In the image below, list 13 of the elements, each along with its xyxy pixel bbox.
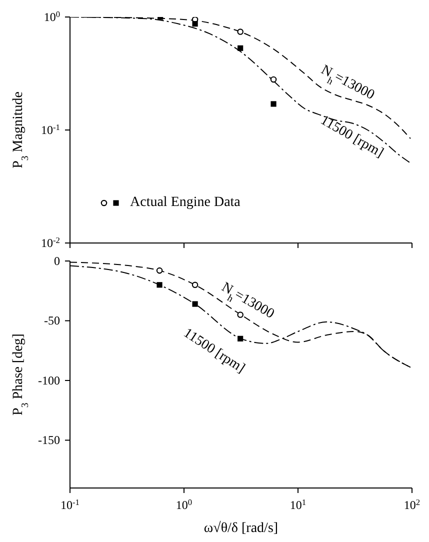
y-tick-label: 10$^{-2}$ xyxy=(41,236,60,250)
legend-label: Actual Engine Data xyxy=(130,195,240,211)
y-tick-label: -150 xyxy=(38,433,60,448)
x-axis-title: ω√θ/δ [rad/s] xyxy=(204,520,278,536)
x-tick-label: 10$^{2}$ xyxy=(404,498,420,512)
x-tick-label: 10$^{1}$ xyxy=(290,498,306,512)
y-tick-label: -100 xyxy=(38,373,60,388)
x-tick-label: 10$^{-1}$ xyxy=(60,498,80,512)
y-tick-label: 0 xyxy=(54,254,60,268)
y-tick-label: 10$^{-1}$ xyxy=(41,122,60,137)
y-tick-label: -50 xyxy=(44,314,60,328)
y-tick-label: 10$^{0}$ xyxy=(44,10,60,24)
x-tick-label: 10$^{0}$ xyxy=(176,498,192,512)
